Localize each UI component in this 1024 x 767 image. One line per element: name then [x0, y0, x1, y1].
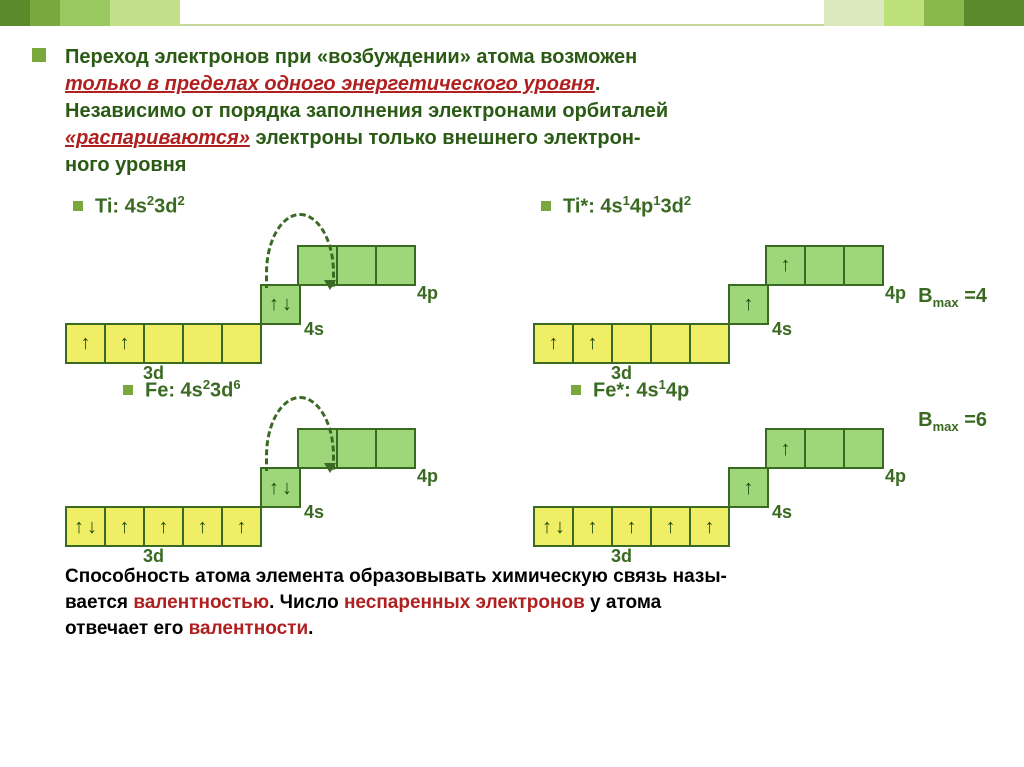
label-4p: 4p — [417, 283, 438, 304]
diagram-ti: 4p ↑↓ 4s ↑ ↑ 3d — [65, 225, 501, 375]
bmax-6: Bmax =6 — [918, 409, 987, 434]
top-accent-bar — [0, 0, 1024, 26]
heading-bullet — [32, 48, 46, 62]
config-fe: Fe: 4s23d6 — [145, 377, 501, 403]
excitation-arrow — [265, 396, 335, 471]
heading-emph-1: только в пределах одного энергетического… — [65, 73, 595, 95]
config-ti-excited: Ti*: 4s14p13d2 — [563, 193, 969, 219]
footer-definition: Способность атома элемента образовывать … — [65, 564, 969, 641]
diagram-fe: 4p ↑↓ 4s ↑↓ ↑ ↑ ↑ ↑ 3d — [65, 408, 501, 558]
diagram-fe-excited: ↑ 4p ↑ 4s ↑↓ ↑ ↑ ↑ ↑ 3d — [533, 408, 969, 558]
config-fe-excited: Fe*: 4s14p — [593, 377, 969, 403]
bmax-4: Bmax =4 — [918, 285, 987, 310]
diagram-ti-excited: ↑ 4p ↑ 4s ↑ ↑ 3d — [533, 225, 969, 375]
excitation-arrow — [265, 213, 335, 288]
heading-text-2a: Независимо от порядка заполнения электро… — [65, 100, 668, 122]
label-4s: 4s — [304, 319, 324, 340]
heading-text-2b: электроны только внешнего электрон- — [255, 127, 640, 149]
main-heading: Переход электронов при «возбуждении» ато… — [65, 44, 969, 179]
heading-emph-2: «распариваются» — [65, 127, 250, 149]
heading-text-3: ного уровня — [65, 154, 186, 176]
heading-text-1: Переход электронов при «возбуждении» ато… — [65, 46, 637, 68]
